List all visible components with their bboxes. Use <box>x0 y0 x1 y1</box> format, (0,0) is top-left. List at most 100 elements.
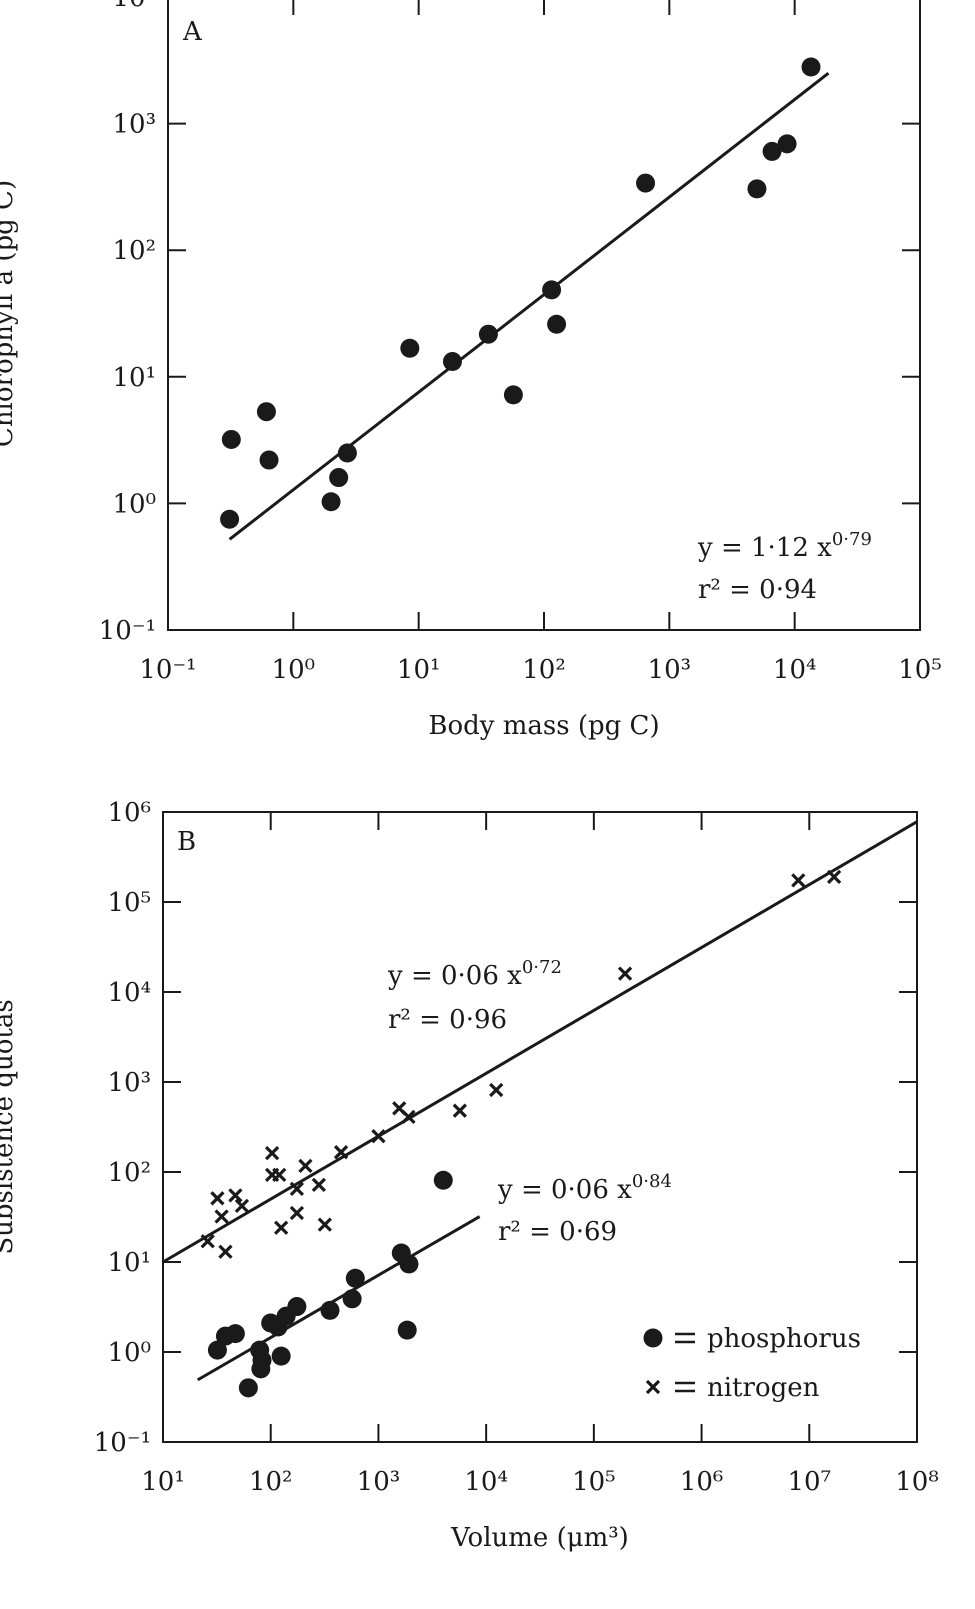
x-tick-label: 10⁰ <box>272 655 316 685</box>
data-point <box>321 492 341 512</box>
data-point <box>401 1109 416 1124</box>
y-tick-label: 10¹ <box>107 1248 151 1278</box>
data-point <box>311 1177 327 1192</box>
y-tick-label: 10³ <box>112 110 156 140</box>
data-point <box>801 57 821 77</box>
x-tick-label: 10⁵ <box>572 1467 616 1497</box>
panel: A 10⁻¹ 10⁰ 10¹ 10² 10³ 10⁴ 10⁵ 10⁻¹ 10⁰ 10¹ 10² 10³ 1… <box>0 0 942 741</box>
data-point <box>826 869 842 885</box>
x-tick-label: 10¹ <box>141 1467 185 1497</box>
data-point <box>777 134 797 154</box>
data-point <box>298 1158 313 1173</box>
annotation: y = 0·06 x0·84 <box>497 1171 672 1205</box>
data-point <box>433 1170 453 1190</box>
legend-label: nitrogen <box>707 1373 820 1403</box>
data-point <box>399 1254 419 1274</box>
data-point <box>542 280 562 300</box>
x-tick-label: 10⁴ <box>773 655 817 685</box>
data-point <box>489 1082 504 1098</box>
data-point <box>274 1220 289 1235</box>
data-point <box>228 1188 243 1203</box>
data-point <box>289 1181 305 1196</box>
x-tick-label: 10⁸ <box>895 1467 939 1497</box>
data-point <box>452 1103 467 1118</box>
annotation-superscript: 0·79 <box>832 529 872 550</box>
x-tick-label: 10⁵ <box>898 655 942 685</box>
data-point <box>371 1129 386 1144</box>
panel-title: B <box>177 827 196 857</box>
legend-label: phosphorus <box>707 1324 861 1354</box>
plot-frame <box>162 811 918 1443</box>
data-point <box>234 1198 250 1214</box>
y-tick-label: 10⁰ <box>107 1338 151 1368</box>
data-point <box>220 509 240 529</box>
data-point <box>287 1297 307 1317</box>
annotation: r² = 0·96 <box>388 1005 507 1035</box>
y-tick-label: 10⁻¹ <box>94 1428 151 1458</box>
data-point <box>271 1346 291 1366</box>
data-point <box>747 179 767 199</box>
data-point <box>289 1205 305 1221</box>
y-tick-label: 10⁰ <box>112 489 156 519</box>
fit-line <box>162 820 918 1264</box>
data-point <box>636 173 656 193</box>
data-point <box>221 429 241 449</box>
data-point <box>547 314 567 334</box>
y-axis-label: Chlorophyll a (pg C) <box>0 180 19 447</box>
annotation: r² = 0·69 <box>498 1217 617 1247</box>
y-tick-label: 10³ <box>107 1068 151 1098</box>
annotation-text: r² = 0·94 <box>698 575 817 605</box>
x-tick-label: 10³ <box>648 655 692 685</box>
data-point <box>272 1167 287 1182</box>
x-axis-label: Body mass (pg C) <box>428 711 659 741</box>
data-point <box>617 966 633 981</box>
annotation-text: y = 1·12 x <box>697 533 832 563</box>
x-tick-label: 10⁴ <box>464 1467 508 1497</box>
y-tick-label: 10¹ <box>112 363 156 393</box>
legend: phosphorus nitrogen <box>643 1324 861 1403</box>
annotation-text: y = 0·06 x <box>497 1175 632 1205</box>
legend-marker <box>643 1328 663 1348</box>
data-point <box>317 1217 332 1232</box>
annotation-text: r² = 0·69 <box>498 1217 617 1247</box>
annotation: r² = 0·94 <box>698 575 817 605</box>
data-point <box>200 1234 215 1249</box>
data-point <box>478 324 498 344</box>
data-point <box>238 1378 258 1398</box>
data-point <box>218 1244 233 1259</box>
data-point <box>251 1359 271 1379</box>
y-tick-label: 10⁵ <box>107 888 151 918</box>
y-tick-label: 10⁴ <box>112 0 156 13</box>
y-tick-label: 10² <box>107 1158 151 1188</box>
annotation: y = 1·12 x0·79 <box>697 529 872 563</box>
x-tick-label: 10³ <box>357 1467 401 1497</box>
x-axis-label: Volume (μm³) <box>450 1523 629 1553</box>
fit-line <box>196 1215 481 1382</box>
annotation-text: y = 0·06 x <box>387 961 522 991</box>
data-point <box>397 1320 417 1340</box>
data-point <box>256 402 276 422</box>
x-tick-label: 10² <box>522 655 566 685</box>
y-tick-label: 10⁴ <box>107 978 151 1008</box>
y-tick-label: 10⁻¹ <box>99 616 156 646</box>
x-tick-label: 10² <box>249 1467 293 1497</box>
annotation-text: r² = 0·96 <box>388 1005 507 1035</box>
data-point <box>264 1146 280 1161</box>
data-point <box>400 338 420 358</box>
data-point <box>342 1289 362 1309</box>
panel: B 10¹ 10² 10³ 10⁴ 10⁵ 10⁶ 10⁷ 10⁸ 10⁻¹ 10⁰ 10¹ 10² 10… <box>0 798 939 1553</box>
x-tick-label: 10⁻¹ <box>139 655 196 685</box>
data-point <box>503 385 523 405</box>
y-tick-label: 10² <box>112 236 156 266</box>
data-point <box>762 141 782 161</box>
data-point <box>442 352 462 372</box>
x-tick-label: 10⁷ <box>788 1467 832 1497</box>
data-point <box>214 1209 229 1224</box>
data-point <box>345 1268 365 1288</box>
data-point <box>207 1340 227 1360</box>
data-point <box>791 873 806 888</box>
data-point <box>259 450 279 470</box>
x-tick-label: 10¹ <box>397 655 441 685</box>
data-point <box>337 443 357 463</box>
